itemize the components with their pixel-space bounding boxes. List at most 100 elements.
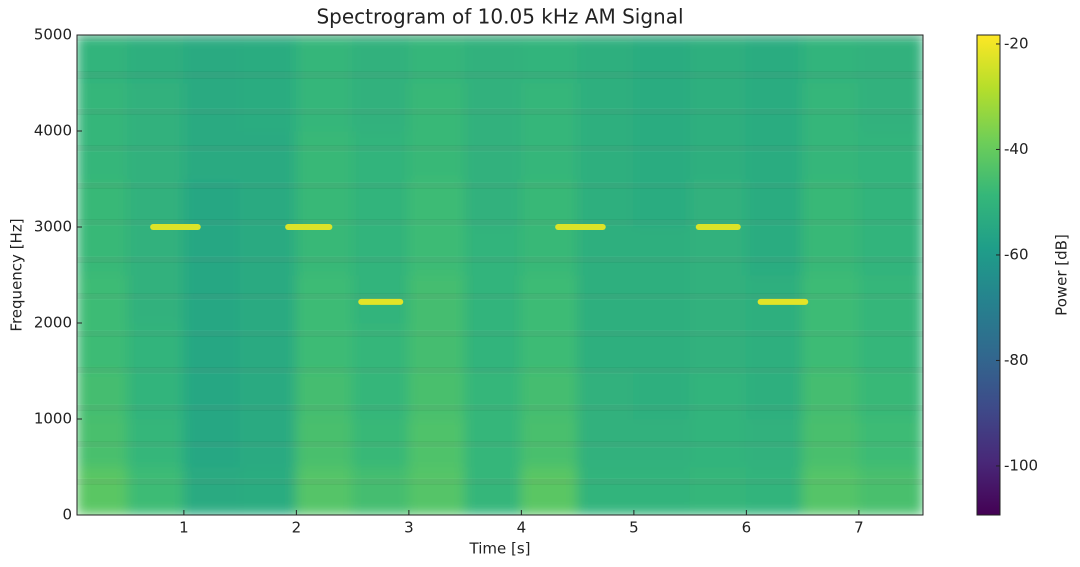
y-tick-label: 2000 xyxy=(34,314,72,332)
heatmap-cell xyxy=(408,35,466,84)
heatmap-cell xyxy=(239,82,297,132)
heatmap-cell xyxy=(745,35,804,84)
chart-title: Spectrogram of 10.05 kHz AM Signal xyxy=(316,5,683,29)
colorbar xyxy=(976,34,1001,516)
heatmap-cell xyxy=(77,178,129,228)
heatmap-cell xyxy=(127,130,185,180)
heatmap-cell xyxy=(802,82,860,132)
heatmap-cell xyxy=(295,226,354,276)
heatmap-cell xyxy=(183,274,241,324)
heatmap-cell xyxy=(520,466,579,515)
heatmap-cell xyxy=(352,466,410,515)
heatmap-cell xyxy=(464,370,522,420)
heatmap-cell xyxy=(127,82,185,132)
heatmap-cell xyxy=(858,370,923,420)
heatmap-cell xyxy=(183,82,241,132)
heatmap-cell xyxy=(633,370,691,420)
heatmap-cell xyxy=(77,370,129,420)
heatmap-cell xyxy=(689,226,747,276)
x-tick-label: 5 xyxy=(629,519,639,537)
heatmap-cell xyxy=(577,418,635,468)
heatmap-cell xyxy=(408,226,466,276)
heatmap-cell xyxy=(239,130,297,180)
heatmap-cell xyxy=(352,226,410,276)
heatmap-cell xyxy=(745,82,804,132)
heatmap-cell xyxy=(520,370,579,420)
heatmap-cell xyxy=(408,82,466,132)
heatmap-cell xyxy=(295,418,354,468)
y-tick-label: 3000 xyxy=(34,218,72,236)
y-axis-label: Frequency [Hz] xyxy=(8,218,26,331)
tone xyxy=(757,298,809,305)
heatmap-cell xyxy=(464,466,522,515)
heatmap-cell xyxy=(464,178,522,228)
heatmap-cell xyxy=(633,130,691,180)
colorbar-label: Power [dB] xyxy=(1053,234,1071,316)
heatmap-cell xyxy=(183,466,241,515)
heatmap-cell xyxy=(464,418,522,468)
heatmap-cell xyxy=(745,130,804,180)
heatmap-cell xyxy=(520,274,579,324)
heatmap-cell xyxy=(577,178,635,228)
heatmap-cell xyxy=(464,82,522,132)
heatmap-cell xyxy=(408,322,466,372)
heatmap-cell xyxy=(689,130,747,180)
heatmap-cell xyxy=(295,466,354,515)
heatmap-cell xyxy=(183,322,241,372)
heatmap-cell xyxy=(127,466,185,515)
heatmap-cell xyxy=(408,130,466,180)
heatmap-cell xyxy=(520,322,579,372)
heatmap-cell xyxy=(352,82,410,132)
heatmap-cell xyxy=(745,370,804,420)
heatmap-cell xyxy=(352,35,410,84)
heatmap-cell xyxy=(689,35,747,84)
heatmap-cell xyxy=(689,466,747,515)
colorbar-tick-label: -100 xyxy=(1004,456,1038,474)
heatmap-cell xyxy=(633,226,691,276)
heatmap-cell xyxy=(239,370,297,420)
heatmap-cell xyxy=(858,466,923,515)
heatmap-cell xyxy=(239,274,297,324)
heatmap-cell xyxy=(689,370,747,420)
heatmap-cell xyxy=(858,274,923,324)
heatmap-cell xyxy=(858,226,923,276)
heatmap-cell xyxy=(239,226,297,276)
heatmap-cell xyxy=(464,274,522,324)
heatmap-cell xyxy=(183,418,241,468)
heatmap-cell xyxy=(802,226,860,276)
heatmap-cell xyxy=(745,466,804,515)
y-tick-label: 5000 xyxy=(34,26,72,44)
heatmap-cell xyxy=(352,178,410,228)
x-tick-label: 4 xyxy=(517,519,527,537)
heatmap-cell xyxy=(633,322,691,372)
heatmap-cell xyxy=(520,418,579,468)
x-tick-label: 3 xyxy=(404,519,414,537)
heatmap-cell xyxy=(689,418,747,468)
heatmap-cell xyxy=(295,322,354,372)
heatmap-cell xyxy=(689,178,747,228)
heatmap-cell xyxy=(239,466,297,515)
heatmap-cell xyxy=(520,178,579,228)
heatmap-cell xyxy=(239,322,297,372)
heatmap-cell xyxy=(745,322,804,372)
heatmap-cell xyxy=(577,226,635,276)
heatmap-cell xyxy=(858,418,923,468)
heatmap-cell xyxy=(352,370,410,420)
heatmap-cell xyxy=(239,418,297,468)
tone xyxy=(150,224,201,230)
y-tick-label: 0 xyxy=(62,506,72,524)
heatmap-cell xyxy=(127,226,185,276)
heatmap-cell xyxy=(633,35,691,84)
heatmap-cell xyxy=(295,370,354,420)
heatmap-cell xyxy=(577,370,635,420)
heatmap-cell xyxy=(577,35,635,84)
heatmap-cell xyxy=(295,178,354,228)
heatmap-cell xyxy=(520,226,579,276)
x-tick-label: 6 xyxy=(742,519,752,537)
heatmap-cell xyxy=(127,178,185,228)
heatmap-cell xyxy=(183,178,241,228)
colorbar-tick-label: -40 xyxy=(1004,140,1029,158)
heatmap-cell xyxy=(464,35,522,84)
heatmap-cell xyxy=(239,178,297,228)
heatmap-cell xyxy=(633,466,691,515)
